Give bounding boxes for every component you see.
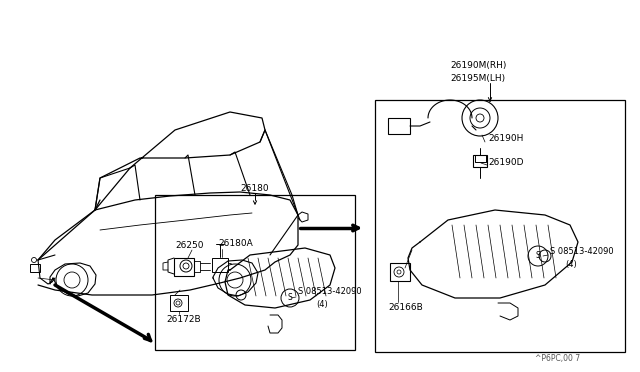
Text: 26180: 26180 [241,183,269,192]
Text: 26190H: 26190H [488,134,524,142]
Bar [30,264,40,272]
Text: S 08513-42090: S 08513-42090 [298,288,362,296]
Bar [473,155,487,167]
Bar [174,258,194,276]
Text: 26250: 26250 [175,241,204,250]
Text: S: S [287,294,292,302]
Bar [375,100,625,352]
Bar [212,258,228,272]
Text: S: S [536,251,540,260]
Bar [388,118,410,134]
Text: 26190D: 26190D [488,157,524,167]
Text: 26172B: 26172B [166,315,200,324]
Text: (4): (4) [565,260,577,269]
Text: ^P6PC,00 7: ^P6PC,00 7 [535,353,580,362]
Bar [155,195,355,350]
Bar [170,295,188,311]
Text: 26180A: 26180A [218,240,253,248]
Text: 26195M(LH): 26195M(LH) [450,74,505,83]
Text: 26166B: 26166B [388,304,423,312]
Bar [390,263,410,281]
Text: 26190M(RH): 26190M(RH) [450,61,506,70]
Text: (4): (4) [316,299,328,308]
Text: S 08513-42090: S 08513-42090 [550,247,614,257]
